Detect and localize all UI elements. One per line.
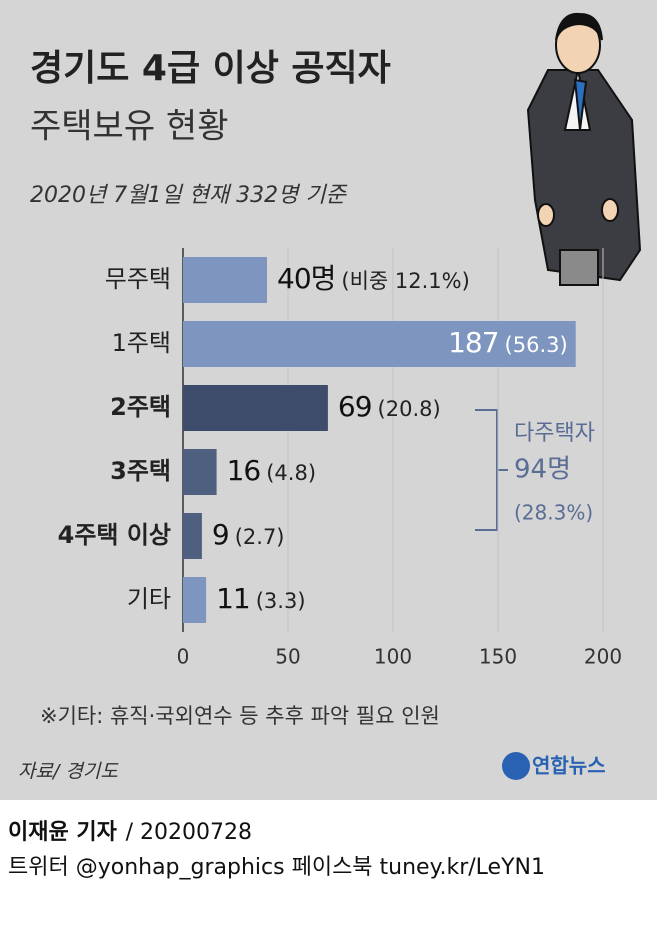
x-tick-label: 0 [177,645,190,669]
share-label: (2.7) [235,525,285,549]
value-label: 187 [448,326,498,359]
source: 자료/ 경기도 [18,761,119,783]
share-label: (4.8) [266,461,316,485]
bar [183,257,267,303]
logo-mark [502,752,530,780]
value-label: 16 [227,454,261,487]
credit-background [0,800,657,925]
date: / 20200728 [126,820,252,845]
bracket [475,409,508,531]
category-label: 4주택 이상 [58,521,171,549]
share-label: (비중 12.1%) [341,269,469,293]
share-label: (20.8) [378,397,441,421]
bar [183,385,328,431]
value-label: 40명 [277,262,335,295]
chart-title: 경기도 4급 이상 공직자 [30,48,391,89]
social: 트위터 @yonhap_graphics 페이스북 tuney.kr/LeYN1 [8,855,545,880]
value-label: 9 [212,518,229,551]
value-label: 69 [338,390,372,423]
category-label: 기타 [127,585,171,613]
annotation-share: (28.3%) [514,501,593,525]
share-label: (56.3) [505,333,568,357]
category-label: 무주택 [105,265,171,293]
category-label: 2주택 [110,393,171,421]
footnote: ※기타: 휴직·국외연수 등 추후 파악 필요 인원 [40,704,440,728]
share-label: (3.3) [256,589,306,613]
annotation-label: 다주택자 [514,421,595,446]
bar [183,577,207,623]
value-label: 11 [216,582,250,615]
x-tick-label: 200 [584,645,622,669]
x-tick-label: 100 [374,645,412,669]
logo-text: 연합뉴스 [532,754,606,778]
bar [183,513,202,559]
category-label: 3주택 [110,457,171,485]
chart-subtitle: 주택보유 현황 [30,107,229,147]
person-illustration [526,12,642,286]
x-tick-label: 150 [479,645,517,669]
author: 이재윤 기자 [8,820,118,845]
x-tick-label: 50 [275,645,300,669]
annotation-count: 94명 [514,455,571,485]
bar [183,321,576,367]
chart-note: 2020년 7월1일 현재 332명 기준 [30,183,348,208]
category-label: 1주택 [112,329,171,357]
bar [183,449,217,495]
